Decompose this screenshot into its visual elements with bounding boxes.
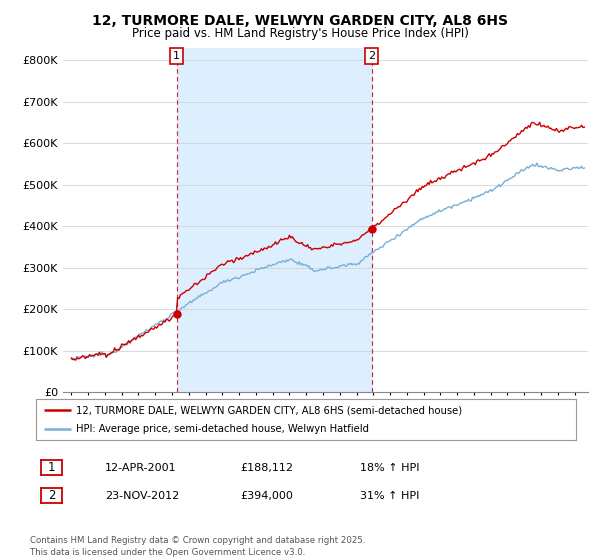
Text: 18% ↑ HPI: 18% ↑ HPI xyxy=(360,463,419,473)
Text: 31% ↑ HPI: 31% ↑ HPI xyxy=(360,491,419,501)
Bar xyxy=(177,48,371,392)
Text: 2: 2 xyxy=(48,489,55,502)
Text: 1: 1 xyxy=(48,461,55,474)
Text: £394,000: £394,000 xyxy=(240,491,293,501)
Text: Contains HM Land Registry data © Crown copyright and database right 2025.
This d: Contains HM Land Registry data © Crown c… xyxy=(30,536,365,557)
Text: 12, TURMORE DALE, WELWYN GARDEN CITY, AL8 6HS: 12, TURMORE DALE, WELWYN GARDEN CITY, AL… xyxy=(92,14,508,28)
Text: 23-NOV-2012: 23-NOV-2012 xyxy=(105,491,179,501)
Text: 1: 1 xyxy=(173,51,180,61)
Text: £188,112: £188,112 xyxy=(240,463,293,473)
Text: Price paid vs. HM Land Registry's House Price Index (HPI): Price paid vs. HM Land Registry's House … xyxy=(131,27,469,40)
Text: 2: 2 xyxy=(368,51,375,61)
Text: 12, TURMORE DALE, WELWYN GARDEN CITY, AL8 6HS (semi-detached house): 12, TURMORE DALE, WELWYN GARDEN CITY, AL… xyxy=(77,405,463,415)
Text: HPI: Average price, semi-detached house, Welwyn Hatfield: HPI: Average price, semi-detached house,… xyxy=(77,424,370,433)
Text: 12-APR-2001: 12-APR-2001 xyxy=(105,463,176,473)
